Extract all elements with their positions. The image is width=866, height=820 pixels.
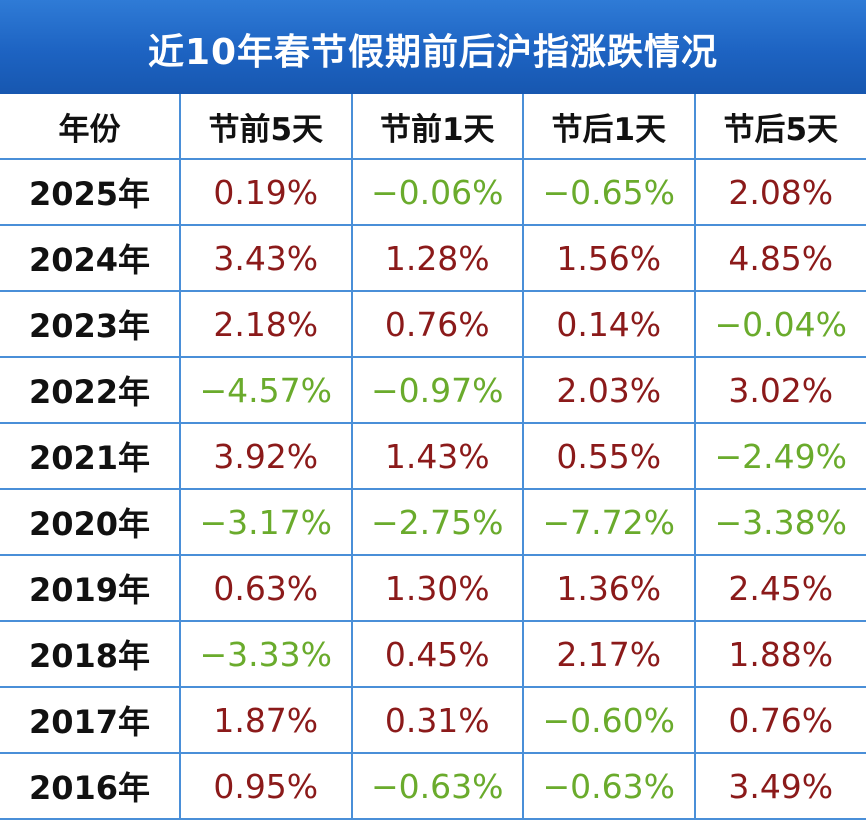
value-cell: 3.49% [695, 753, 866, 819]
value-cell: 1.87% [180, 687, 352, 753]
header-post-1d: 节后1天 [523, 94, 695, 159]
value-cell: −2.49% [695, 423, 866, 489]
year-cell: 2017年 [0, 687, 180, 753]
header-row: 年份 节前5天 节前1天 节后1天 节后5天 [0, 94, 866, 159]
year-cell: 2021年 [0, 423, 180, 489]
value-cell: 0.95% [180, 753, 352, 819]
value-cell: 2.17% [523, 621, 695, 687]
header-pre-1d: 节前1天 [352, 94, 524, 159]
value-cell: 1.56% [523, 225, 695, 291]
value-cell: 2.08% [695, 159, 866, 225]
year-cell: 2018年 [0, 621, 180, 687]
value-cell: −3.33% [180, 621, 352, 687]
value-cell: −4.57% [180, 357, 352, 423]
value-cell: −0.06% [352, 159, 524, 225]
header-pre-5d: 节前5天 [180, 94, 352, 159]
year-cell: 2016年 [0, 753, 180, 819]
value-cell: −0.63% [352, 753, 524, 819]
value-cell: 1.88% [695, 621, 866, 687]
value-cell: −0.63% [523, 753, 695, 819]
value-cell: 3.92% [180, 423, 352, 489]
value-cell: 0.76% [352, 291, 524, 357]
table-title: 近10年春节假期前后沪指涨跌情况 [0, 0, 866, 94]
value-cell: 2.18% [180, 291, 352, 357]
value-cell: 0.63% [180, 555, 352, 621]
value-cell: 2.03% [523, 357, 695, 423]
value-cell: 0.55% [523, 423, 695, 489]
header-year: 年份 [0, 94, 180, 159]
value-cell: 0.14% [523, 291, 695, 357]
value-cell: −0.97% [352, 357, 524, 423]
table-row: 2018年−3.33%0.45%2.17%1.88% [0, 621, 866, 687]
value-cell: −3.17% [180, 489, 352, 555]
table-row: 2020年−3.17%−2.75%−7.72%−3.38% [0, 489, 866, 555]
year-cell: 2023年 [0, 291, 180, 357]
value-cell: 3.02% [695, 357, 866, 423]
year-cell: 2020年 [0, 489, 180, 555]
value-cell: 0.45% [352, 621, 524, 687]
value-cell: −7.72% [523, 489, 695, 555]
value-cell: −0.60% [523, 687, 695, 753]
value-cell: 1.43% [352, 423, 524, 489]
value-cell: 1.28% [352, 225, 524, 291]
year-cell: 2019年 [0, 555, 180, 621]
year-cell: 2022年 [0, 357, 180, 423]
value-cell: −0.04% [695, 291, 866, 357]
value-cell: 0.19% [180, 159, 352, 225]
value-cell: 3.43% [180, 225, 352, 291]
value-cell: −3.38% [695, 489, 866, 555]
value-cell: 1.30% [352, 555, 524, 621]
header-post-5d: 节后5天 [695, 94, 866, 159]
value-cell: −0.65% [523, 159, 695, 225]
value-cell: 0.31% [352, 687, 524, 753]
year-cell: 2025年 [0, 159, 180, 225]
value-cell: 2.45% [695, 555, 866, 621]
value-cell: 0.76% [695, 687, 866, 753]
value-cell: −2.75% [352, 489, 524, 555]
value-cell: 4.85% [695, 225, 866, 291]
value-cell: 1.36% [523, 555, 695, 621]
table-row: 2022年−4.57%−0.97%2.03%3.02% [0, 357, 866, 423]
year-cell: 2024年 [0, 225, 180, 291]
